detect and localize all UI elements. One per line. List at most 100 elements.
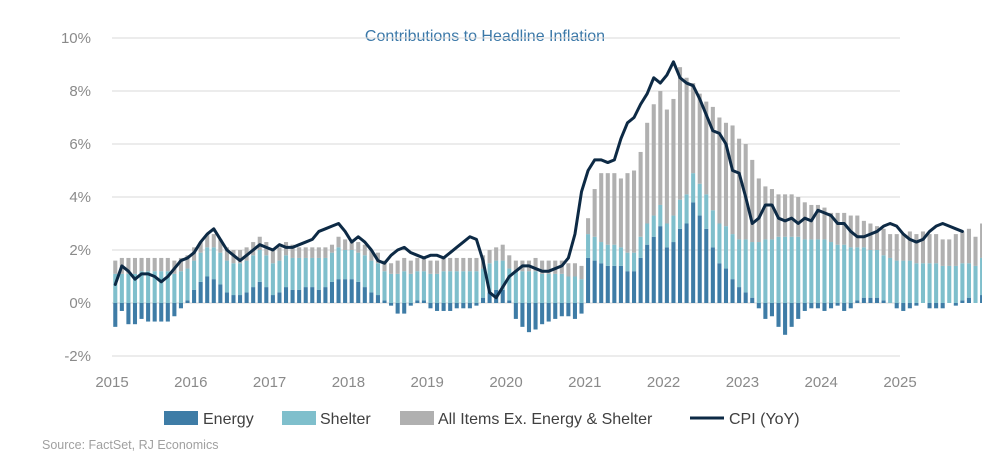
x-tick-label: 2017	[253, 374, 286, 391]
y-tick-label: 2%	[69, 242, 91, 259]
ex-energy-shelter-bar	[290, 244, 295, 258]
ex-energy-shelter-bar	[500, 244, 505, 261]
ex-energy-shelter-bar	[474, 257, 479, 272]
energy-bar	[526, 303, 532, 333]
y-tick-label: 0%	[69, 295, 91, 312]
energy-bar	[599, 263, 604, 303]
shelter-bar	[165, 271, 170, 303]
energy-bar	[861, 297, 866, 303]
shelter-bar	[730, 234, 735, 280]
energy-bar	[139, 303, 144, 319]
shelter-bar	[428, 273, 433, 303]
x-tick-label: 2019	[411, 374, 444, 391]
energy-bar	[224, 292, 229, 303]
energy-bar	[126, 303, 131, 325]
ex-energy-shelter-bar	[605, 173, 610, 245]
shelter-bar	[829, 242, 834, 303]
ex-energy-shelter-bar	[750, 159, 755, 243]
shelter-bar	[329, 252, 335, 282]
energy-bar	[231, 295, 236, 303]
energy-bar	[349, 279, 354, 303]
energy-bar	[297, 289, 302, 303]
ex-energy-shelter-bar	[907, 231, 912, 261]
shelter-bar	[868, 250, 873, 298]
legend-item-cpi: CPI (YoY)	[690, 411, 800, 428]
ex-energy-shelter-bar	[796, 197, 801, 237]
shelter-bar	[257, 250, 262, 282]
shelter-bar	[756, 242, 761, 303]
ex-energy-shelter-bar	[592, 189, 597, 237]
shelter-bar	[625, 252, 630, 272]
x-tick-label: 2023	[726, 374, 759, 391]
shelter-bar	[822, 239, 827, 303]
shelter-bar	[211, 247, 216, 280]
ex-energy-shelter-bar	[868, 223, 873, 250]
shelter-bar	[395, 273, 400, 303]
shelter-bar	[842, 244, 847, 303]
ex-energy-shelter-bar	[507, 255, 512, 269]
shelter-bar	[927, 263, 932, 303]
energy-bar	[881, 300, 886, 303]
energy-bar	[435, 303, 440, 311]
ex-energy-shelter-bar	[362, 244, 367, 256]
shelter-bar	[441, 271, 446, 303]
shelter-bar	[507, 268, 512, 301]
ex-energy-shelter-bar	[303, 247, 308, 258]
shelter-bar	[375, 263, 380, 296]
shelter-bar	[500, 260, 505, 290]
ex-energy-shelter-bar	[579, 265, 584, 280]
shelter-bar	[677, 199, 683, 229]
ex-energy-shelter-bar	[769, 189, 774, 240]
ex-energy-shelter-bar	[815, 204, 820, 240]
energy-bar	[802, 303, 807, 311]
shelter-bar	[264, 255, 269, 288]
ex-energy-shelter-bar	[402, 257, 407, 272]
shelter-bar	[664, 223, 669, 248]
shelter-bar	[632, 252, 637, 272]
energy-bar	[290, 289, 295, 303]
y-tick-label: -2%	[64, 348, 91, 365]
shelter-bar	[914, 263, 919, 303]
energy-bar	[283, 287, 289, 303]
energy-bar	[638, 257, 643, 303]
ex-energy-shelter-bar	[566, 263, 571, 277]
energy-bar	[901, 303, 906, 311]
ex-energy-shelter-bar	[829, 212, 834, 243]
shelter-bar	[651, 215, 656, 237]
energy-bar	[625, 271, 630, 303]
shelter-bar	[618, 247, 623, 266]
ex-energy-shelter-bar	[612, 173, 617, 245]
energy-bar	[375, 295, 380, 303]
ex-energy-shelter-bar	[323, 247, 328, 258]
ex-energy-shelter-bar	[205, 234, 210, 248]
shelter-bar	[980, 257, 982, 296]
shelter-bar	[178, 271, 183, 303]
ex-energy-shelter-bar	[901, 234, 906, 261]
stacked-bars	[113, 67, 982, 335]
energy-bar	[855, 300, 860, 303]
ex-energy-shelter-bar	[435, 260, 440, 274]
ex-energy-shelter-bar	[691, 83, 696, 174]
energy-bar	[395, 303, 400, 314]
energy-bar	[684, 223, 689, 303]
ex-energy-shelter-bar	[421, 257, 426, 272]
shelter-bar	[605, 244, 610, 266]
shelter-bar	[737, 239, 742, 288]
ex-energy-shelter-bar	[546, 260, 551, 274]
shelter-bar	[638, 236, 643, 258]
gridlines	[112, 37, 900, 304]
ex-energy-shelter-bar	[894, 234, 899, 261]
energy-bar	[835, 303, 840, 306]
shelter-bar	[303, 257, 308, 288]
ex-energy-shelter-bar	[415, 257, 420, 272]
shelter-bar	[461, 271, 466, 303]
energy-bar	[467, 303, 472, 309]
x-axis-tick-labels: 2015 2016 2017 2018 2019 2020 2021 2022 2023 2024…	[95, 374, 916, 391]
energy-bar	[520, 303, 525, 327]
energy-bar	[914, 303, 919, 306]
shelter-bar	[704, 194, 709, 229]
shelter-bar	[809, 239, 814, 303]
energy-bar	[513, 303, 518, 319]
energy-bar	[238, 295, 243, 303]
shelter-bar	[776, 236, 781, 303]
